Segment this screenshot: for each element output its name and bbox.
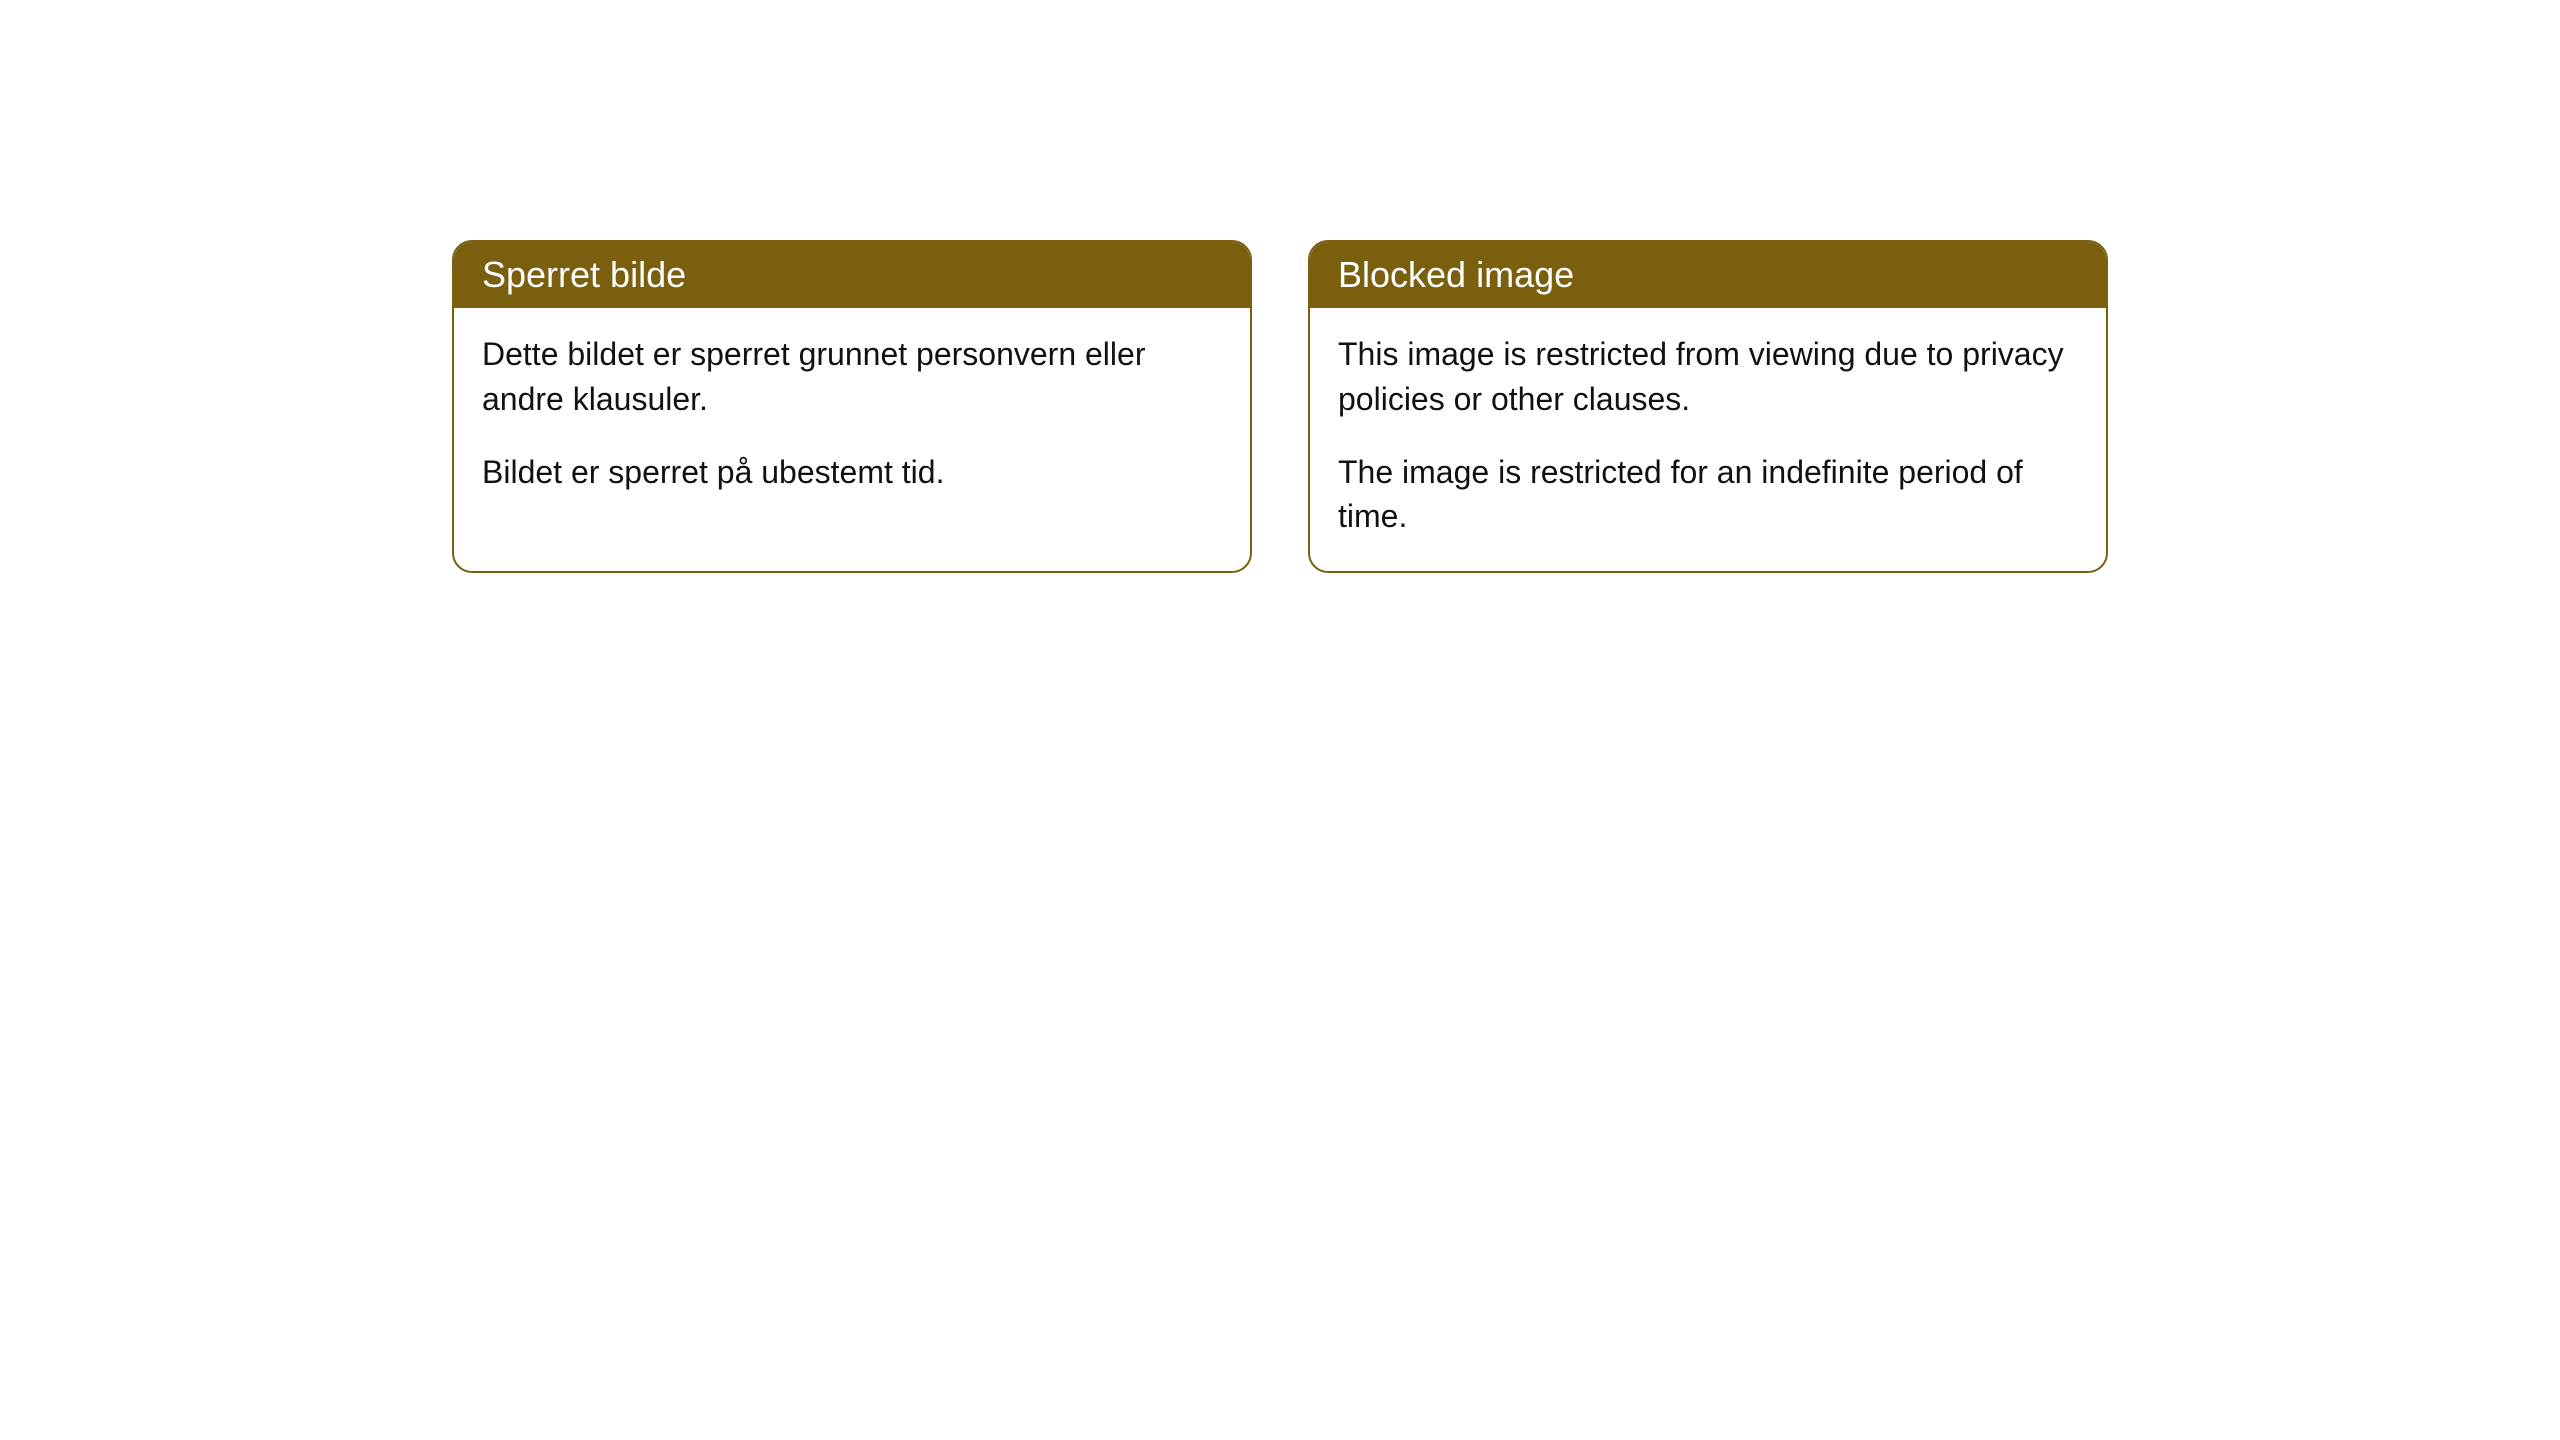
card-title: Sperret bilde xyxy=(482,254,686,295)
card-paragraph-1: Dette bildet er sperret grunnet personve… xyxy=(482,332,1222,422)
blocked-image-card-english: Blocked image This image is restricted f… xyxy=(1308,240,2108,573)
card-title: Blocked image xyxy=(1338,254,1574,295)
card-body: This image is restricted from viewing du… xyxy=(1310,308,2106,571)
card-paragraph-2: The image is restricted for an indefinit… xyxy=(1338,450,2078,540)
message-cards-container: Sperret bilde Dette bildet er sperret gr… xyxy=(0,240,2560,573)
card-paragraph-1: This image is restricted from viewing du… xyxy=(1338,332,2078,422)
card-body: Dette bildet er sperret grunnet personve… xyxy=(454,308,1250,526)
card-header: Blocked image xyxy=(1310,242,2106,308)
card-header: Sperret bilde xyxy=(454,242,1250,308)
card-paragraph-2: Bildet er sperret på ubestemt tid. xyxy=(482,450,1222,495)
blocked-image-card-norwegian: Sperret bilde Dette bildet er sperret gr… xyxy=(452,240,1252,573)
